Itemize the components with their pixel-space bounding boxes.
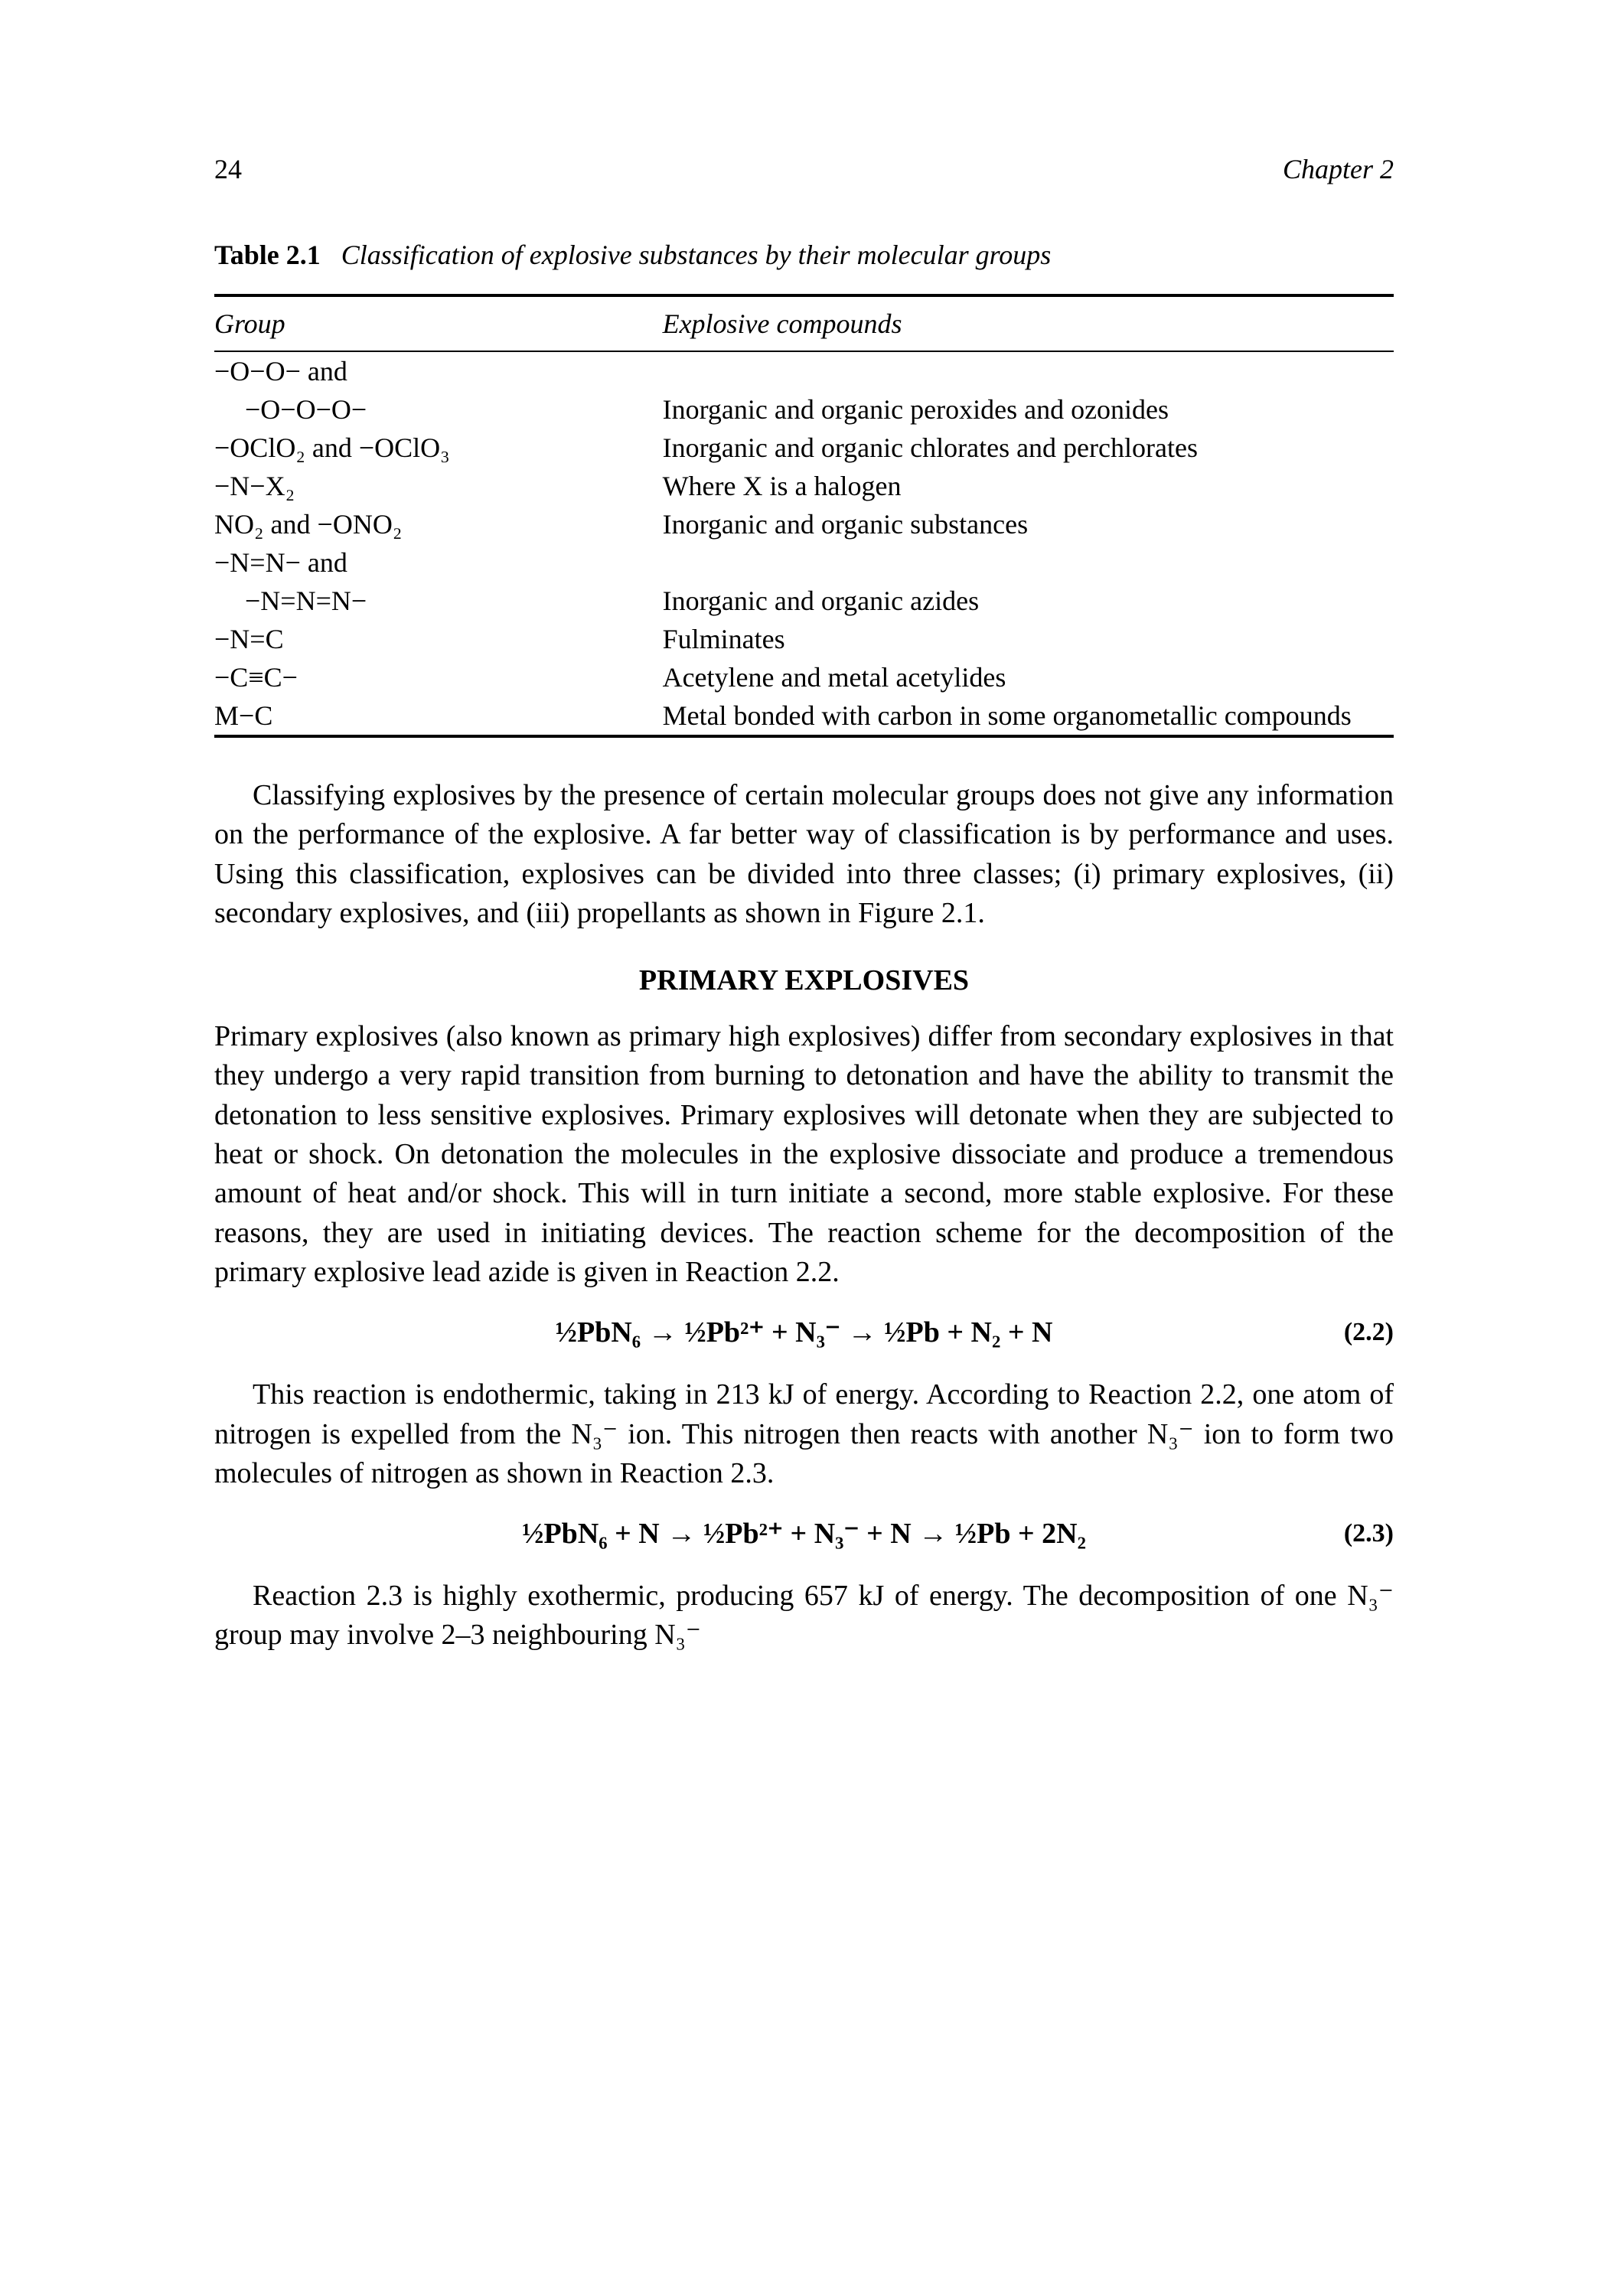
page-number: 24 xyxy=(214,153,242,185)
table-cell-compound xyxy=(663,351,1394,390)
table-cell-group: −N=N− and xyxy=(214,543,663,582)
paragraph-3: This reaction is endothermic, taking in … xyxy=(214,1375,1394,1493)
table-cell-group: −N=N=N− xyxy=(214,582,663,620)
table-cell-group: −N−X₂ xyxy=(214,467,663,505)
table-row: M−CMetal bonded with carbon in some orga… xyxy=(214,696,1394,736)
table-header-compounds: Explosive compounds xyxy=(663,295,1394,351)
equation-2-2: ½PbN₆ → ½Pb²⁺ + N₃⁻ → ½Pb + N₂ + N (2.2) xyxy=(214,1315,1394,1349)
table-cell-group: −O−O−O− xyxy=(214,390,663,429)
paragraph-2: Primary explosives (also known as primar… xyxy=(214,1017,1394,1292)
table-cell-compound: Inorganic and organic peroxides and ozon… xyxy=(663,390,1394,429)
table-row: −OClO₂ and −OClO₃Inorganic and organic c… xyxy=(214,429,1394,467)
equation-2-2-number: (2.2) xyxy=(1344,1318,1394,1347)
table-row: −N−X₂Where X is a halogen xyxy=(214,467,1394,505)
table-cell-group: NO₂ and −ONO₂ xyxy=(214,505,663,543)
table-row: −O−O−O−Inorganic and organic peroxides a… xyxy=(214,390,1394,429)
paragraph-1: Classifying explosives by the presence o… xyxy=(214,776,1394,933)
table-cell-compound: Acetylene and metal acetylides xyxy=(663,658,1394,696)
table-cell-compound: Where X is a halogen xyxy=(663,467,1394,505)
page-header: 24 Chapter 2 xyxy=(214,153,1394,185)
equation-2-2-text: ½PbN₆ → ½Pb²⁺ + N₃⁻ → ½Pb + N₂ + N xyxy=(556,1315,1053,1349)
table-cell-compound: Inorganic and organic chlorates and perc… xyxy=(663,429,1394,467)
table-row: −N=N=N−Inorganic and organic azides xyxy=(214,582,1394,620)
table-caption: Table 2.1 Classification of explosive su… xyxy=(214,239,1394,271)
table-row: −C≡C−Acetylene and metal acetylides xyxy=(214,658,1394,696)
table-cell-group: M−C xyxy=(214,696,663,736)
table-cell-compound: Inorganic and organic substances xyxy=(663,505,1394,543)
table-cell-compound xyxy=(663,543,1394,582)
table-cell-group: −N=C xyxy=(214,620,663,658)
table-cell-group: −C≡C− xyxy=(214,658,663,696)
table-cell-compound: Inorganic and organic azides xyxy=(663,582,1394,620)
section-heading-primary: PRIMARY EXPLOSIVES xyxy=(214,964,1394,997)
table-header-group: Group xyxy=(214,295,663,351)
table-cell-group: −O−O− and xyxy=(214,351,663,390)
table-cell-compound: Fulminates xyxy=(663,620,1394,658)
table-cell-compound: Metal bonded with carbon in some organom… xyxy=(663,696,1394,736)
table-row: −O−O− and xyxy=(214,351,1394,390)
table-caption-label: Table 2.1 xyxy=(214,240,321,270)
chapter-label: Chapter 2 xyxy=(1283,153,1394,185)
table-caption-title: Classification of explosive substances b… xyxy=(341,240,1052,270)
table-row: NO₂ and −ONO₂Inorganic and organic subst… xyxy=(214,505,1394,543)
table-cell-group: −OClO₂ and −OClO₃ xyxy=(214,429,663,467)
equation-2-3: ½PbN₆ + N → ½Pb²⁺ + N₃⁻ + N → ½Pb + 2N₂ … xyxy=(214,1516,1394,1551)
equation-2-3-text: ½PbN₆ + N → ½Pb²⁺ + N₃⁻ + N → ½Pb + 2N₂ xyxy=(522,1516,1086,1551)
table-row: −N=CFulminates xyxy=(214,620,1394,658)
table-row: −N=N− and xyxy=(214,543,1394,582)
equation-2-3-number: (2.3) xyxy=(1344,1519,1394,1548)
classification-table: Group Explosive compounds −O−O− and−O−O−… xyxy=(214,294,1394,738)
paragraph-4: Reaction 2.3 is highly exothermic, produ… xyxy=(214,1577,1394,1655)
